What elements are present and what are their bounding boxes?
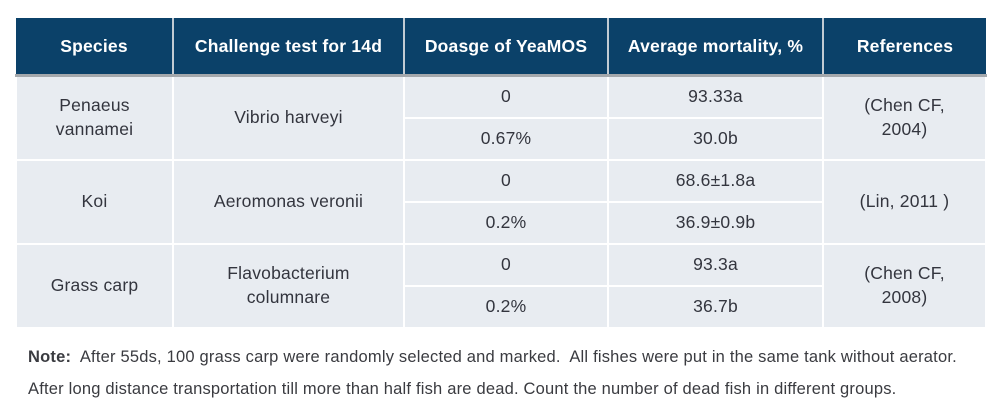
species-cell: Penaeus vannamei bbox=[15, 74, 174, 161]
mortality-cell: 30.0b bbox=[607, 117, 824, 161]
species-cell: Koi bbox=[15, 159, 174, 245]
challenge-cell: Aeromonas veronii bbox=[172, 159, 405, 245]
dosage-cell: 0 bbox=[403, 243, 609, 287]
table-subrow: 0.2% 36.7b bbox=[16, 285, 986, 329]
table-row: Koi Aeromonas veronii 0 68.6±1.8a (Lin, … bbox=[15, 159, 987, 245]
mortality-table: Species Challenge test for 14d Doasge of… bbox=[15, 18, 987, 329]
note-text-1: After 55ds, 100 grass carp were randomly… bbox=[71, 348, 957, 366]
table-row: Grass carp Flavobacterium columnare 0 93… bbox=[15, 243, 987, 329]
table-row: Penaeus vannamei Vibrio harveyi 0 93.33a… bbox=[15, 74, 987, 161]
reference-cell: (Chen CF, 2004) bbox=[822, 74, 987, 161]
mortality-cell: 36.7b bbox=[607, 285, 824, 329]
table-subrow: 0.2% 36.9±0.9b bbox=[16, 201, 986, 245]
challenge-cell: Vibrio harveyi bbox=[172, 74, 405, 161]
mortality-cell: 93.33a bbox=[607, 74, 824, 119]
species-cell: Grass carp bbox=[15, 243, 174, 329]
header-challenge-test: Challenge test for 14d bbox=[172, 18, 404, 77]
table-subrow: 0.67% 30.0b bbox=[16, 117, 986, 161]
dosage-cell: 0 bbox=[403, 74, 609, 119]
table-note: Note: After 55ds, 100 grass carp were ra… bbox=[28, 341, 978, 405]
mortality-cell: 68.6±1.8a bbox=[607, 159, 824, 203]
mortality-cell: 36.9±0.9b bbox=[607, 201, 824, 245]
dosage-cell: 0.2% bbox=[403, 285, 609, 329]
header-average-mortality: Average mortality, % bbox=[607, 18, 823, 77]
header-species: Species bbox=[16, 18, 173, 77]
header-references: References bbox=[822, 18, 986, 77]
reference-cell: (Chen CF, 2008) bbox=[822, 243, 987, 329]
header-dosage: Doasge of YeaMOS bbox=[403, 18, 608, 77]
dosage-cell: 0 bbox=[403, 159, 609, 203]
note-line-1: Note: After 55ds, 100 grass carp were ra… bbox=[28, 341, 978, 373]
challenge-cell: Flavobacterium columnare bbox=[172, 243, 405, 329]
mortality-cell: 93.3a bbox=[607, 243, 824, 287]
note-label: Note: bbox=[28, 348, 72, 366]
note-line-2: After long distance transportation till … bbox=[28, 380, 897, 398]
table-container: Species Challenge test for 14d Doasge of… bbox=[15, 18, 987, 329]
reference-cell: (Lin, 2011 ) bbox=[822, 159, 987, 245]
dosage-cell: 0.67% bbox=[403, 117, 609, 161]
dosage-cell: 0.2% bbox=[403, 201, 609, 245]
header-row: Species Challenge test for 14d Doasge of… bbox=[16, 18, 986, 77]
